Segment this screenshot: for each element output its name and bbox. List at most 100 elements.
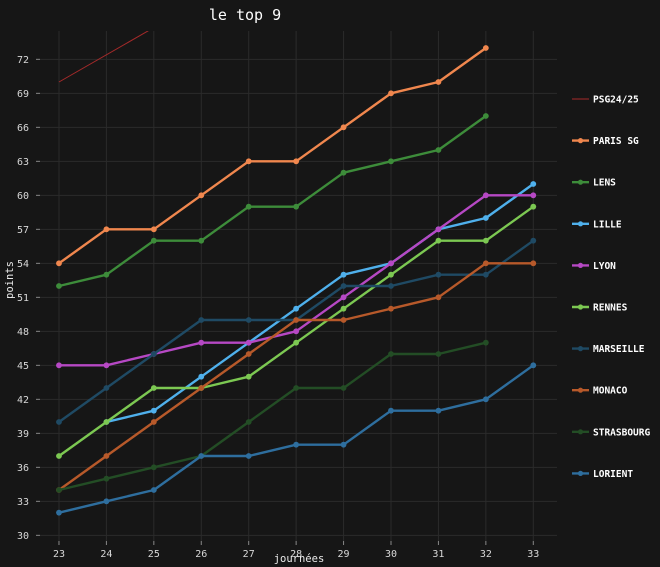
data-point-lorient <box>435 407 442 414</box>
data-point-lorient <box>198 453 205 459</box>
data-point-monaco <box>482 260 489 267</box>
legend-label-lens: LENS <box>593 178 616 189</box>
data-point-paris-sg <box>245 158 252 165</box>
data-point-rennes <box>293 339 300 346</box>
data-point-strasbourg <box>293 385 300 391</box>
y-tick-label: 36 <box>17 463 29 474</box>
data-point-monaco <box>435 294 442 301</box>
data-point-lyon <box>482 192 489 199</box>
data-point-paris-sg <box>388 90 394 97</box>
data-point-lorient <box>482 396 489 403</box>
x-tick-label: 25 <box>148 549 160 560</box>
data-point-strasbourg <box>150 464 157 471</box>
y-tick-label: 72 <box>17 55 29 66</box>
data-point-lorient <box>245 453 252 459</box>
data-point-marseille <box>150 351 157 357</box>
legend-label-strasbourg: STRASBOURG <box>593 427 650 438</box>
data-point-paris-sg <box>150 226 157 233</box>
data-point-lens <box>56 283 62 289</box>
data-point-strasbourg <box>388 351 394 357</box>
data-point-lyon <box>388 260 394 267</box>
data-point-monaco <box>150 419 157 425</box>
y-tick-label: 42 <box>17 395 29 406</box>
x-tick-label: 30 <box>385 549 397 560</box>
x-tick-label: 31 <box>432 549 444 560</box>
data-point-strasbourg <box>435 351 442 357</box>
data-point-paris-sg <box>482 45 489 51</box>
data-point-marseille <box>340 283 347 289</box>
series-line-lens <box>58 115 487 288</box>
legend-label-psg24-25: PSG24/25 <box>593 95 639 106</box>
data-point-lyon <box>530 192 537 199</box>
legend-label-monaco: MONACO <box>593 386 628 397</box>
data-point-strasbourg <box>340 385 347 391</box>
data-point-strasbourg <box>245 419 252 425</box>
legend-marker-monaco <box>577 387 584 393</box>
data-point-lens <box>482 113 489 119</box>
series-line-strasbourg <box>58 341 487 492</box>
data-point-marseille <box>435 271 442 278</box>
series-line-paris-sg <box>58 47 487 265</box>
legend-label-lille: LILLE <box>593 219 622 230</box>
data-point-lorient <box>56 509 62 516</box>
plot-area <box>56 31 537 516</box>
y-tick-label: 66 <box>17 123 29 134</box>
x-tick-label: 32 <box>480 549 492 560</box>
data-point-lyon <box>198 339 205 346</box>
data-point-rennes <box>388 271 394 278</box>
x-tick-label: 26 <box>195 549 207 560</box>
data-point-rennes <box>482 237 489 244</box>
data-point-lens <box>103 271 110 278</box>
x-tick-label: 27 <box>243 549 255 560</box>
data-point-monaco <box>103 453 110 459</box>
data-point-rennes <box>103 419 110 425</box>
data-point-lorient <box>530 362 537 369</box>
data-point-marseille <box>198 317 205 323</box>
x-tick-label: 29 <box>338 549 350 560</box>
series-line-lille <box>106 183 534 424</box>
data-point-marseille <box>530 237 537 244</box>
data-point-marseille <box>103 385 110 391</box>
data-point-rennes <box>150 385 157 391</box>
data-point-lille <box>340 271 347 278</box>
data-point-lorient <box>103 498 110 505</box>
legend: PSG24/25 PARIS SG LENS LILLE LYON RENNES MARSE… <box>572 95 650 480</box>
y-axis-label: points <box>4 261 16 299</box>
data-point-marseille <box>482 271 489 278</box>
data-point-rennes <box>530 203 537 210</box>
series-line-psg24-25 <box>58 31 149 83</box>
legend-marker-rennes <box>577 304 584 310</box>
data-point-lille <box>198 373 205 380</box>
data-point-lyon <box>56 362 62 369</box>
data-point-paris-sg <box>103 226 110 233</box>
x-axis-ticks: 23 24 25 26 27 28 29 30 31 32 33 <box>53 541 539 560</box>
data-point-lille <box>150 407 157 414</box>
legend-marker-marseille <box>577 346 584 352</box>
data-point-strasbourg <box>56 487 62 493</box>
legend-marker-lens <box>577 179 584 185</box>
legend-label-rennes: RENNES <box>593 303 628 314</box>
data-point-lorient <box>388 407 394 414</box>
data-point-lorient <box>340 441 347 448</box>
data-point-lens <box>340 169 347 176</box>
data-point-paris-sg <box>340 124 347 131</box>
chart-title: le top 9 <box>209 6 281 24</box>
legend-marker-lille <box>577 221 584 227</box>
x-axis-label: journées <box>274 553 325 565</box>
data-point-strasbourg <box>482 339 489 346</box>
y-tick-label: 51 <box>17 293 29 304</box>
data-point-strasbourg <box>103 475 110 482</box>
y-tick-label: 57 <box>17 225 29 236</box>
x-tick-label: 23 <box>53 549 65 560</box>
legend-label-lyon: LYON <box>593 261 616 272</box>
data-point-monaco <box>198 385 205 391</box>
data-point-paris-sg <box>435 79 442 85</box>
y-axis-ticks: 30 33 36 39 42 45 48 51 54 57 60 63 66 69 72 <box>17 55 40 542</box>
data-point-monaco <box>293 317 300 323</box>
x-tick-label: 28 <box>290 549 302 560</box>
y-tick-label: 54 <box>17 259 29 270</box>
data-point-lyon <box>245 339 252 346</box>
data-point-marseille <box>56 419 62 425</box>
data-point-lille <box>293 305 300 312</box>
